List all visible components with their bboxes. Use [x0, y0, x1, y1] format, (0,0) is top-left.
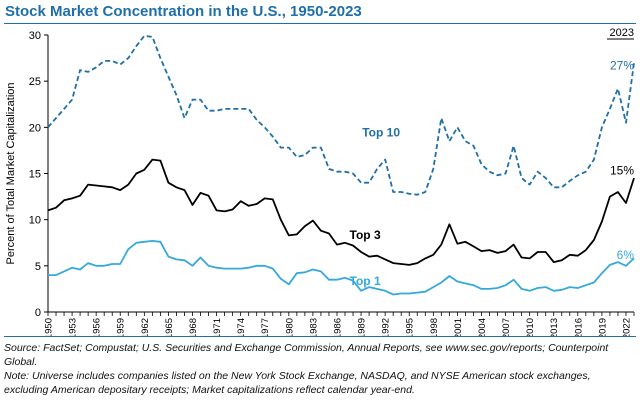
series-line-top-3 [47, 158, 635, 266]
x-tick-label: 1983 [308, 318, 319, 336]
x-tick-label: 1953 [68, 318, 79, 336]
y-tick-label: 30 [29, 30, 41, 42]
x-tick-label: 1989 [357, 318, 368, 336]
footer-divider [4, 336, 636, 337]
x-tick-label: 1977 [260, 318, 271, 336]
x-tick-label: 2001 [453, 318, 464, 336]
y-tick-label: 15 [29, 169, 41, 181]
series-label-top-10: Top 10 [362, 126, 400, 140]
source-note: Source: FactSet; Compustat; U.S. Securit… [4, 342, 609, 368]
x-tick-label: 2016 [573, 318, 584, 336]
chart-title: Stock Market Concentration in the U.S., … [5, 3, 362, 20]
x-tick-label: 1980 [284, 318, 295, 336]
y-tick-label: 10 [29, 215, 41, 227]
y-tick-label: 0 [35, 307, 41, 319]
title-divider [4, 23, 636, 24]
x-tick-label: 1968 [188, 318, 199, 336]
series-label-top-3: Top 3 [350, 228, 381, 242]
x-tick-label: 1995 [405, 318, 416, 336]
end-value-label-top-10: 27% [610, 58, 634, 72]
series-line-top-1 [48, 239, 635, 296]
x-tick-label: 1974 [236, 318, 247, 336]
x-tick-label: 2004 [477, 318, 488, 336]
x-tick-label: 1998 [429, 318, 440, 336]
x-tick-label: 1992 [381, 318, 392, 336]
x-tick-label: 2007 [501, 318, 512, 336]
x-tick-label: 1962 [140, 318, 151, 336]
year-header-label: 2023 [610, 27, 634, 39]
x-tick-label: 1986 [332, 318, 343, 336]
end-value-label-top-3: 15% [610, 164, 634, 178]
end-value-label-top-1: 6% [617, 248, 635, 262]
x-tick-label: 1956 [92, 318, 103, 336]
y-tick-label: 25 [29, 76, 41, 88]
universe-note: Note: Universe includes companies listed… [4, 370, 591, 396]
series-label-top-1: Top 1 [350, 274, 381, 288]
y-tick-label: 5 [35, 261, 41, 273]
series-line-top-10 [47, 34, 635, 196]
x-tick-label: 1950 [44, 318, 55, 336]
y-tick-label: 20 [29, 122, 41, 134]
y-axis-title: Percent of Total Market Capitalization [5, 83, 17, 265]
footnotes: Source: FactSet; Compustat; U.S. Securit… [4, 341, 636, 397]
x-tick-label: 2019 [597, 318, 608, 336]
line-chart: 0 5 10 15 20 25 30 1950 1953 1956 1959 1962 1965 1968… [5, 27, 635, 336]
x-tick-label: 1971 [212, 318, 223, 336]
x-tick-label: 1959 [116, 318, 127, 336]
x-tick-label: 2013 [549, 318, 560, 336]
x-tick-label: 2022 [621, 318, 632, 336]
x-tick-label: 2010 [525, 318, 536, 336]
x-tick-label: 1965 [164, 318, 175, 336]
